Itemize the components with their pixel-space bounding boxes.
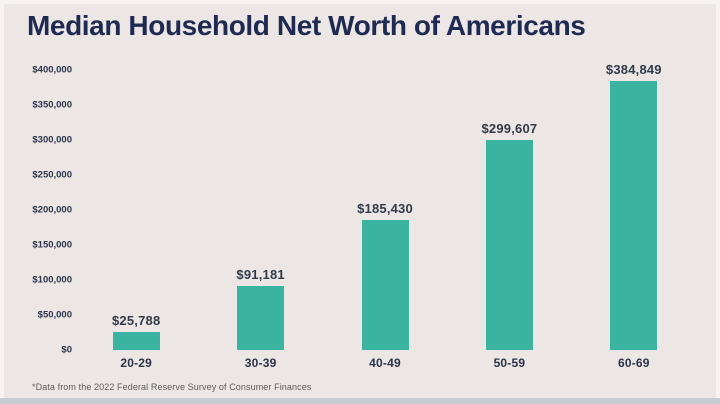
bar	[610, 81, 658, 350]
bar	[112, 332, 160, 350]
y-tick-label: $100,000	[32, 274, 72, 286]
y-axis: $0 $50,000 $100,000 $150,000 $200,000 $250,00…	[0, 0, 72, 404]
x-tick-label: 60-69	[617, 356, 650, 370]
bar-value-label: $25,788	[112, 313, 161, 328]
source-footnote: *Data from the 2022 Federal Reserve Surv…	[32, 382, 312, 392]
y-tick-label: $300,000	[32, 134, 72, 146]
y-tick-label: $350,000	[32, 99, 72, 111]
x-tick-label: 30-39	[244, 356, 277, 370]
bar-group: $384,849 60-69	[572, 58, 696, 370]
bar-group: $299,607 50-59	[447, 58, 571, 370]
bar	[361, 220, 409, 350]
x-tick-label: 20-29	[120, 356, 153, 370]
bottom-edge-strip	[0, 398, 720, 404]
bar	[485, 140, 533, 350]
bar-value-label: $384,849	[605, 62, 662, 77]
bar-group: $91,181 30-39	[198, 58, 322, 370]
y-tick-label: $50,000	[37, 309, 72, 321]
x-tick-label: 50-59	[493, 356, 526, 370]
y-tick-label: $200,000	[32, 204, 72, 216]
bar	[237, 286, 285, 350]
bar-value-label: $299,607	[481, 121, 538, 136]
y-tick-label: $250,000	[32, 169, 72, 181]
bar-value-label: $185,430	[357, 201, 413, 216]
y-tick-label: $150,000	[32, 239, 72, 251]
plot-area: $25,788 20-29 $91,181 30-39 $185,430 40-49 $29…	[74, 58, 696, 370]
y-tick-label: $0	[61, 344, 72, 356]
bar-group: $25,788 20-29	[74, 58, 198, 370]
bar-value-label: $91,181	[236, 267, 285, 282]
chart-title: Median Household Net Worth of Americans	[27, 10, 586, 41]
y-tick-label: $400,000	[32, 64, 72, 76]
x-tick-label: 40-49	[369, 356, 401, 370]
bar-group: $185,430 40-49	[323, 58, 447, 370]
